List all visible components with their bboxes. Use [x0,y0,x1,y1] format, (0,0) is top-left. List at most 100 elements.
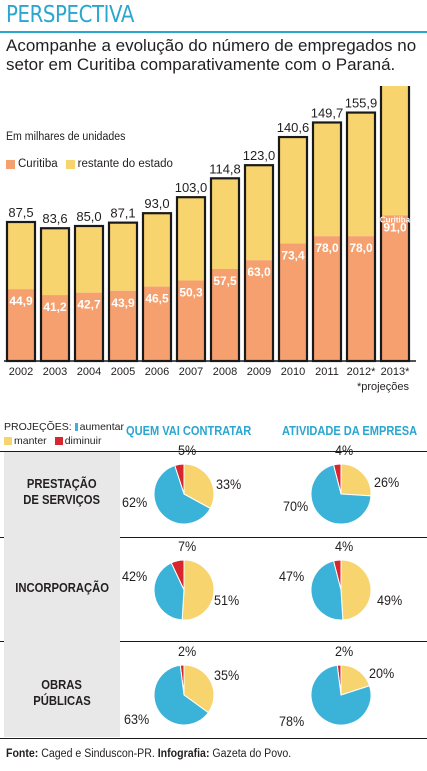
legend-item-curitiba: Curitiba [6,158,58,170]
pie-slice-aumentar [310,664,372,726]
bar-group: 44,9 87,5 2002 [5,205,37,378]
x-tick-label: 2007 [179,366,203,378]
pie-pct-manter: 51% [214,592,240,608]
bar-group: 57,5 114,8 2008 [209,161,241,378]
legend-swatch-manter [4,437,12,445]
curitiba-inner-label: Curitiba [380,215,411,224]
bar-restante [40,227,70,296]
pie-slice-manter [183,463,215,510]
bar-group: 42,7 85,0 2004 [73,209,105,378]
x-tick-label: 2002 [9,366,33,378]
row-label: INCORPORAÇÃO [4,580,120,596]
bar-curitiba [210,269,240,361]
bar-total-label: 103,0 [175,180,208,195]
bar-group: 63,0 123,0 2009 [243,148,276,378]
bar-value-curitiba: 50,3 [179,286,203,300]
bar-restante [312,121,342,237]
legend-swatch-diminuir [54,437,63,445]
bar-restante [278,136,308,244]
legend-label-curitiba: Curitiba [18,158,58,170]
row-separator [0,738,427,739]
pie-slice-aumentar [153,664,209,726]
pie-chart [310,559,372,621]
pie-slice-manter [340,559,372,621]
pie-pct-aumentar: 78% [279,713,305,729]
bar-restante [244,164,274,261]
pie-chart [153,664,215,726]
x-tick-label: 2006 [145,366,169,378]
bar-curitiba [40,295,70,361]
pie-chart [153,559,215,621]
bar-value-curitiba: 73,4 [281,249,305,263]
bar-value-curitiba: 44,9 [9,294,33,308]
pie-slice-aumentar [153,562,185,621]
bar-curitiba [278,243,308,361]
pie-slice-aumentar [153,464,211,525]
x-tick-label: 2005 [111,366,135,378]
pie-slice-manter [340,463,372,497]
bar-value-curitiba: 78,0 [315,241,339,255]
row-label-line: PÚBLICAS [33,694,91,708]
legend-swatch-aumentar [74,423,78,431]
bar-curitiba [380,215,410,361]
legend-label-aumentar: aumentar [79,421,124,433]
x-tick-label: 2008 [213,366,237,378]
bar-restante [74,225,104,293]
bar-curitiba [108,290,138,361]
row-label: OBRAS PÚBLICAS [4,677,120,709]
bar-restante [176,196,206,281]
pie-pct-manter: 33% [216,476,242,492]
bar-curitiba [142,286,172,361]
pie-slice-manter [181,559,215,621]
legend-swatch-curitiba [6,159,15,169]
pie-pct-aumentar: 62% [122,494,148,510]
bar-restante [380,86,410,216]
pie-pct-diminuir: 2% [178,643,197,659]
x-tick-label: 2003 [43,366,67,378]
bar-value-curitiba: 78,0 [349,241,373,255]
bar-value-curitiba: 63,0 [247,265,271,279]
bar-group: 91,0182,22013* [379,86,411,378]
bar-value-curitiba: 57,5 [213,274,237,288]
pie-slice-aumentar [310,560,344,621]
pie-pct-aumentar: 70% [283,498,309,514]
bar-total-label: 83,6 [42,211,67,226]
bar-restante [108,221,138,291]
pie-pct-manter: 26% [374,474,400,490]
bar-value-curitiba: 41,2 [43,300,67,314]
bar-curitiba [244,260,274,361]
bar-curitiba [74,292,104,361]
legend-label-manter: manter [14,435,47,447]
bar-value-curitiba: 42,7 [77,298,101,312]
row-label-line: OBRAS [41,678,83,692]
bar-total-label: 114,8 [209,161,241,176]
x-tick-label: 2012* [347,366,376,378]
pie-chart [153,463,215,525]
bar-chart: 44,9 87,5 2002 41,2 83,6 2003 42,7 85,0 2004 43,9… [4,86,416,378]
row-label: PRESTAÇÃO DE SERVIÇOS [4,476,120,508]
x-tick-label: 2010 [281,366,305,378]
source-credit: Fonte: Caged e Sinduscon-PR. Infografia:… [6,748,291,760]
projection-legend: PROJEÇÕES: aumentar manter diminuir [4,420,124,448]
page-title: PERSPECTIVA [6,2,134,28]
bar-restante [142,212,172,287]
bar-curitiba [346,236,376,361]
bar-total-label: 85,0 [76,209,101,224]
x-tick-label: 2011 [315,366,339,378]
pie-pct-diminuir: 7% [178,538,197,554]
footnote: *projeções [357,381,409,393]
legend-label-diminuir: diminuir [64,435,102,447]
pie-pct-diminuir: 4% [335,538,354,554]
bar-group: 73,4 140,6 2010 [277,120,310,378]
legend-label-restante: restante do estado [77,158,173,170]
header-rule [0,31,427,33]
bar-value-curitiba: 91,0 [383,220,407,234]
bar-total-label: 140,6 [277,120,310,135]
projection-legend-title: PROJEÇÕES: [4,421,72,433]
bar-curitiba [312,236,342,361]
source-fonte-text: Caged e Sinduscon-PR. [41,748,155,760]
source-infografia-label: Infografia: [157,748,210,760]
bar-group: 50,3 103,0 2007 [175,180,208,378]
bar-value-curitiba: 46,5 [145,292,169,306]
row-label-line: INCORPORAÇÃO [15,581,109,595]
